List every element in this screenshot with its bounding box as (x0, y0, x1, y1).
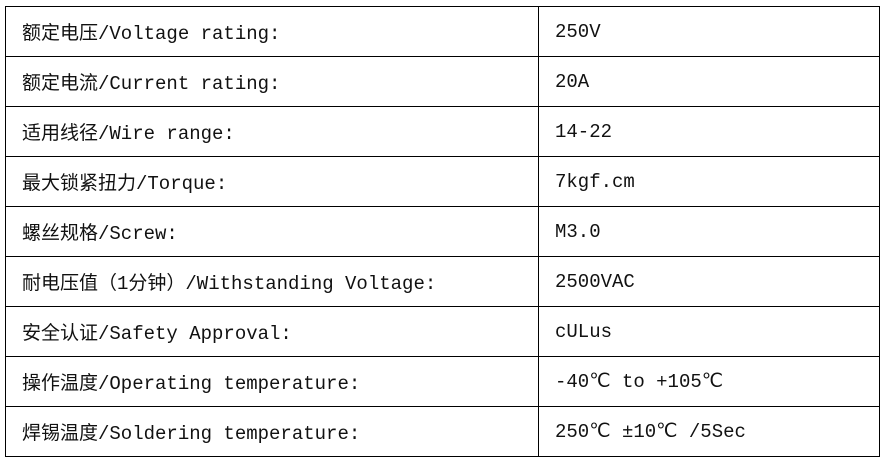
table-row: 操作温度/Operating temperature: -40℃ to +105℃ (5, 356, 880, 407)
spec-label: 操作温度/Operating temperature: (5, 356, 539, 407)
spec-label: 耐电压值（1分钟）/Withstanding Voltage: (5, 256, 539, 307)
spec-value: 250V (538, 6, 880, 57)
spec-label: 最大锁紧扭力/Torque: (5, 156, 539, 207)
table-row: 安全认证/Safety Approval: cULus (5, 306, 880, 357)
table-row: 适用线径/Wire range: 14-22 (5, 106, 880, 157)
spec-value: M3.0 (538, 206, 880, 257)
spec-label: 适用线径/Wire range: (5, 106, 539, 157)
table-row: 耐电压值（1分钟）/Withstanding Voltage: 2500VAC (5, 256, 880, 307)
spec-value: 2500VAC (538, 256, 880, 307)
table-row: 最大锁紧扭力/Torque: 7kgf.cm (5, 156, 880, 207)
table-row: 螺丝规格/Screw: M3.0 (5, 206, 880, 257)
table-row: 额定电流/Current rating: 20A (5, 56, 880, 107)
spec-value: -40℃ to +105℃ (538, 356, 880, 407)
spec-label: 螺丝规格/Screw: (5, 206, 539, 257)
spec-table: 额定电压/Voltage rating: 250V 额定电流/Current rat… (5, 6, 880, 457)
spec-label: 安全认证/Safety Approval: (5, 306, 539, 357)
spec-value: 20A (538, 56, 880, 107)
table-row: 额定电压/Voltage rating: 250V (5, 6, 880, 57)
spec-value: 7kgf.cm (538, 156, 880, 207)
spec-label: 额定电压/Voltage rating: (5, 6, 539, 57)
spec-value: cULus (538, 306, 880, 357)
table-row: 焊锡温度/Soldering temperature: 250℃ ±10℃ /5S… (5, 406, 880, 457)
spec-label: 焊锡温度/Soldering temperature: (5, 406, 539, 457)
spec-value: 14-22 (538, 106, 880, 157)
spec-label: 额定电流/Current rating: (5, 56, 539, 107)
spec-value: 250℃ ±10℃ /5Sec (538, 406, 880, 457)
